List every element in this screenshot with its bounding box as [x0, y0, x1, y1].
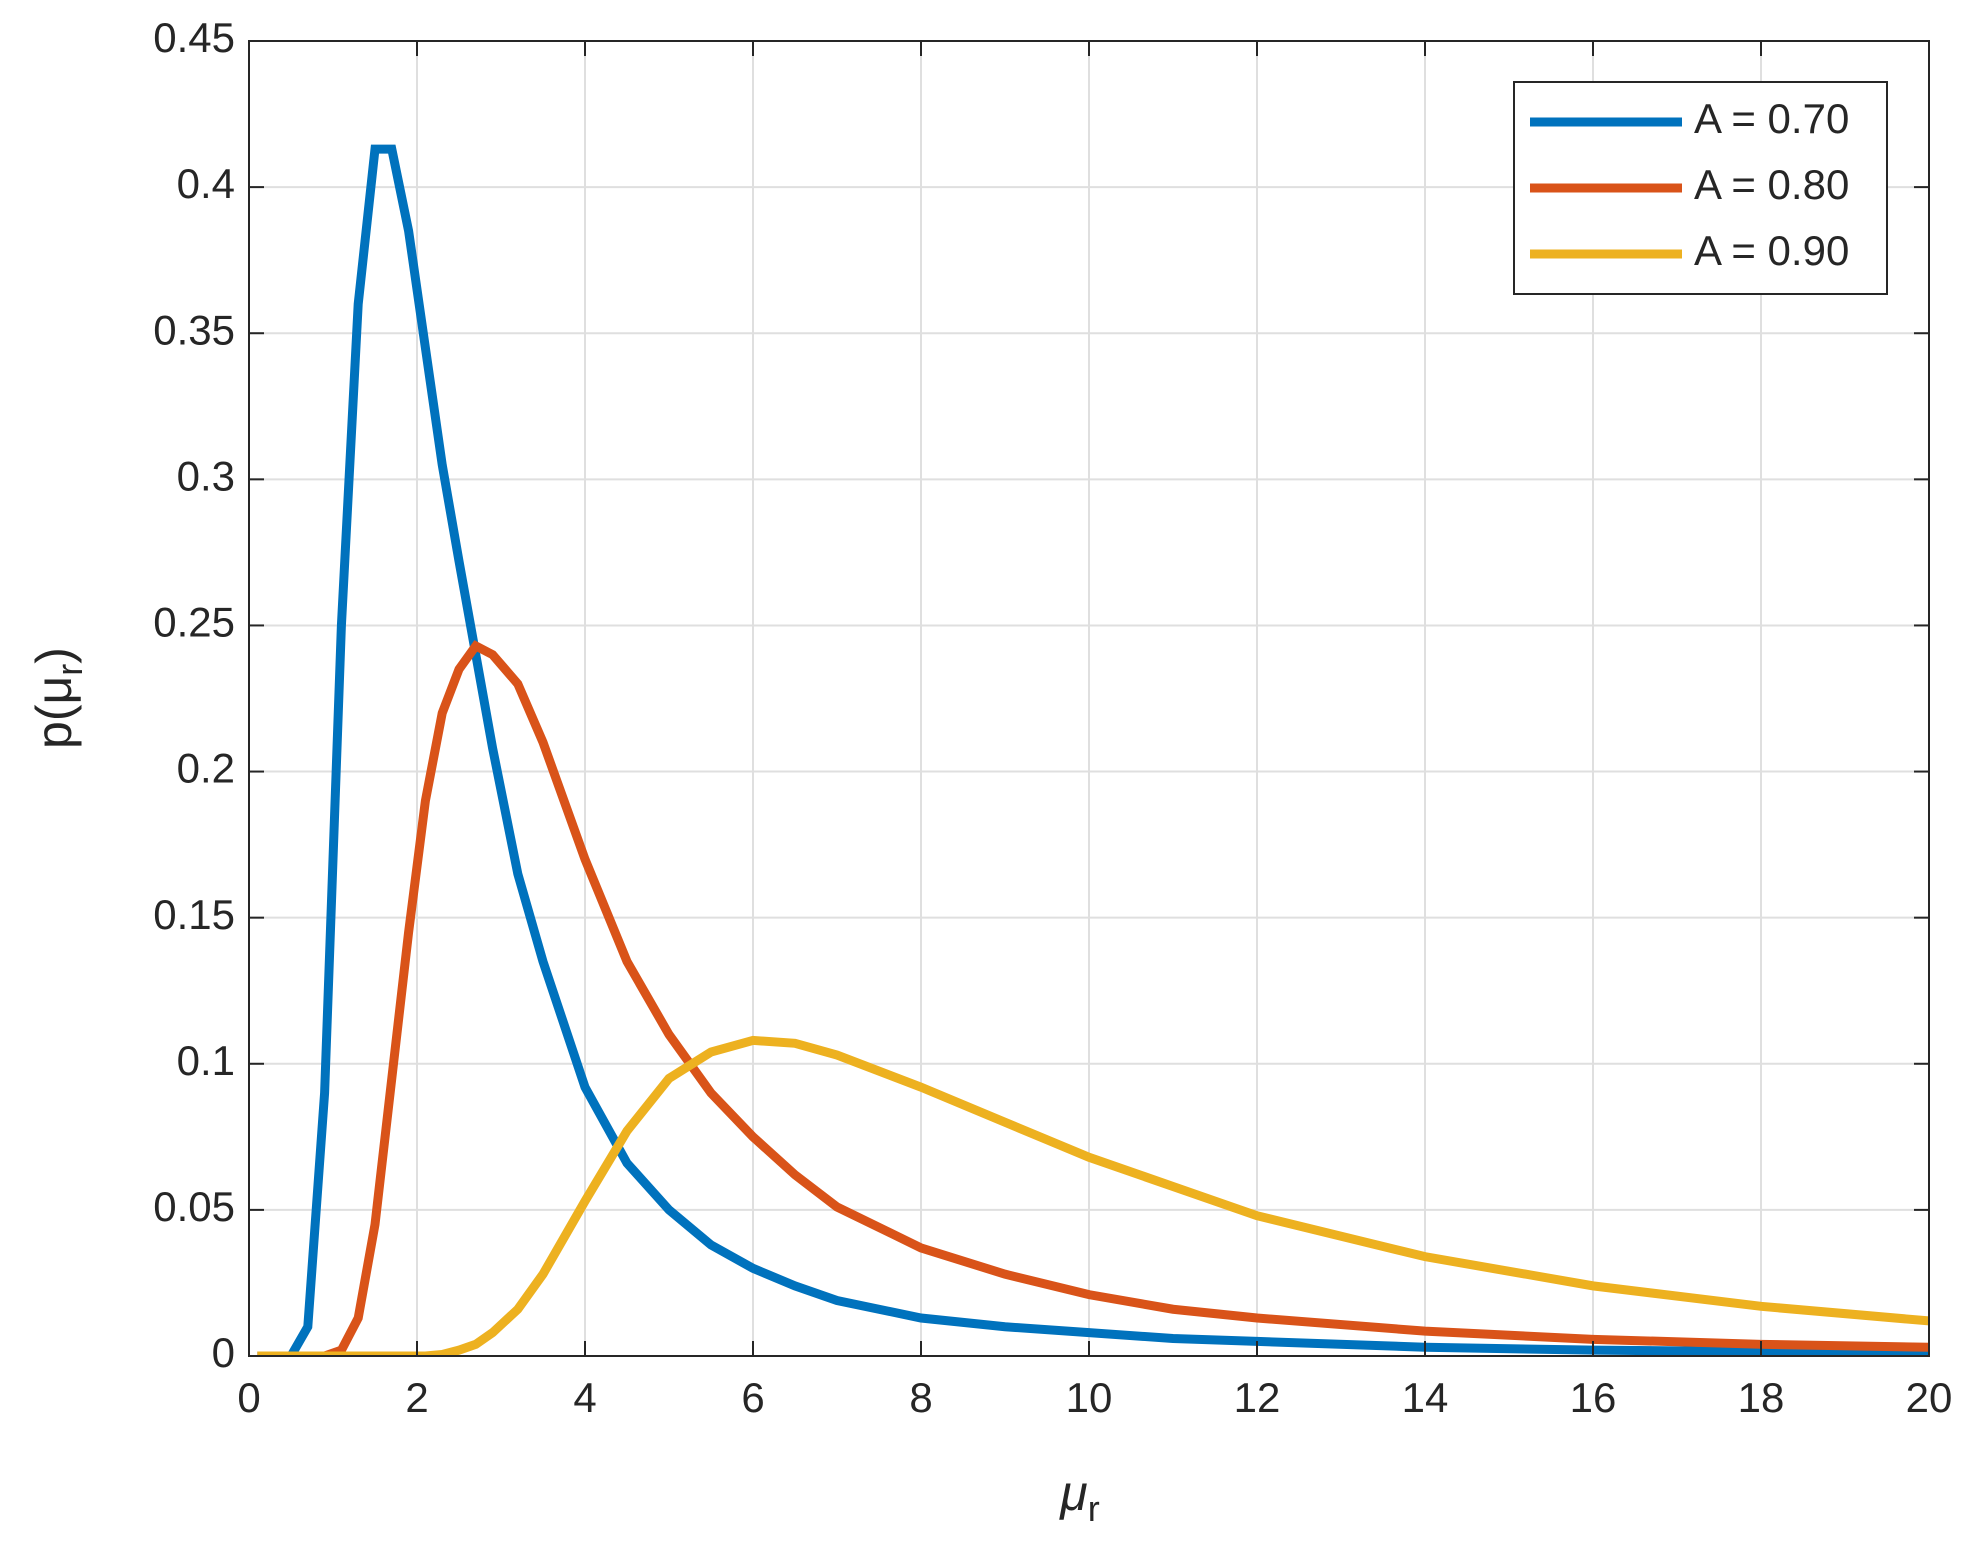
y-label-main: p(μ [26, 676, 82, 749]
y-tick-label: 0 [212, 1329, 235, 1376]
x-tick-label: 16 [1570, 1374, 1617, 1421]
x-label-main: μ [1058, 1465, 1087, 1521]
x-tick-label: 8 [909, 1374, 932, 1421]
y-axis-label: p(μr) [26, 647, 89, 749]
y-tick-label: 0.25 [153, 599, 235, 646]
x-tick-label: 18 [1738, 1374, 1785, 1421]
x-tick-label: 4 [573, 1374, 596, 1421]
x-tick-label: 20 [1906, 1374, 1953, 1421]
y-tick-label: 0.2 [177, 745, 235, 792]
y-tick-label: 0.1 [177, 1037, 235, 1084]
x-tick-label: 14 [1402, 1374, 1449, 1421]
legend-label: A = 0.90 [1694, 227, 1849, 274]
x-tick-label: 6 [741, 1374, 764, 1421]
legend: A = 0.70 A = 0.80 A = 0.90 [1513, 81, 1888, 295]
y-tick-label: 0.4 [177, 160, 235, 207]
legend-label: A = 0.80 [1694, 161, 1849, 208]
y-tick-label: 0.05 [153, 1183, 235, 1230]
y-tick-label: 0.15 [153, 891, 235, 938]
series-line [257, 1035, 1929, 1356]
lines [257, 144, 1929, 1356]
legend-label: A = 0.70 [1694, 95, 1849, 142]
ticks: 0 2 4 6 8 10 12 14 16 18 20 0 0.05 0.1 0.15 0.2 0.25 0.3 0… [153, 14, 1952, 1421]
y-tick-label: 0.3 [177, 452, 235, 499]
x-label-sub: r [1088, 1488, 1100, 1529]
series-line [257, 144, 1929, 1356]
series-line [257, 640, 1929, 1356]
y-label-sub: r [49, 664, 90, 676]
x-axis-label: μr [1058, 1465, 1099, 1528]
y-label-end: ) [26, 647, 82, 664]
x-tick-label: 0 [237, 1374, 260, 1421]
y-tick-label: 0.45 [153, 14, 235, 61]
x-tick-label: 2 [405, 1374, 428, 1421]
x-tick-label: 12 [1234, 1374, 1281, 1421]
x-tick-label: 10 [1066, 1374, 1113, 1421]
y-tick-label: 0.35 [153, 306, 235, 353]
